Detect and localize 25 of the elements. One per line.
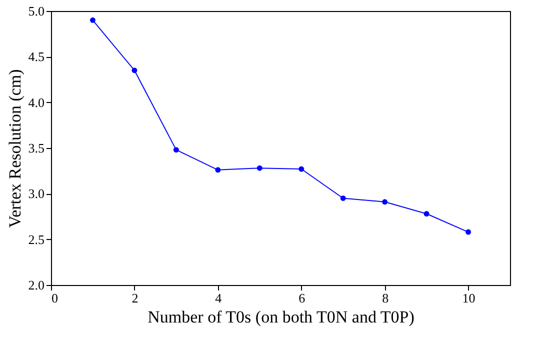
y-axis-title: Vertex Resolution (cm) <box>5 69 24 228</box>
x-axis-title: Number of T0s (on both T0N and T0P) <box>148 308 414 326</box>
point <box>382 199 388 205</box>
y-tick-label: 2.0 <box>28 278 44 292</box>
x-tick-label: 4 <box>215 290 222 306</box>
point <box>298 166 304 172</box>
y-tick-label: 3.5 <box>28 140 44 156</box>
x-tick-label: 0 <box>52 290 58 306</box>
x-tick-label: 6 <box>298 290 306 306</box>
y-tick-label: 3.0 <box>28 186 44 202</box>
y-tick-label: 4.5 <box>28 49 44 64</box>
point <box>90 17 96 23</box>
point <box>466 229 472 235</box>
point <box>340 196 346 201</box>
x-tick-label: 10 <box>462 290 476 306</box>
y-tick-label: 2.5 <box>28 232 44 247</box>
y-tick-label: 4.0 <box>28 94 44 110</box>
point <box>256 165 262 171</box>
point <box>132 68 138 74</box>
point <box>424 211 430 216</box>
y-tick-label: 5.0 <box>28 4 44 18</box>
x-tick-label: 2 <box>132 290 138 306</box>
point <box>173 147 179 153</box>
x-tick-label: 8 <box>382 290 389 306</box>
point <box>215 167 221 173</box>
